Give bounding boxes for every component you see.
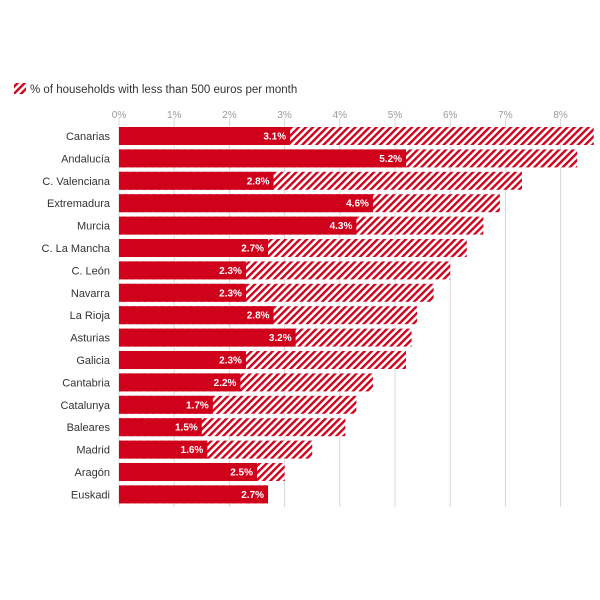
- x-tick-label: 2%: [222, 110, 237, 121]
- bar-solid: [119, 463, 257, 481]
- value-labels: 3.1% 5.2% 2.8% 4.6% 4.3% 2.7% 2.3% 2.3% 2.8% 3.2%…: [175, 132, 402, 501]
- value-label: 3.1%: [263, 132, 286, 143]
- x-tick-label: 1%: [167, 110, 182, 121]
- bar-solid: [119, 194, 373, 213]
- x-tick-label: 4%: [333, 110, 348, 121]
- bar-solid: [119, 485, 269, 504]
- legend-swatch-hatched: [14, 83, 26, 94]
- bar-solid: [119, 373, 241, 392]
- x-tick-label: 7%: [498, 110, 513, 121]
- value-label: 1.6%: [181, 445, 204, 456]
- bar-solid: [119, 239, 269, 257]
- value-label: 2.8%: [247, 311, 270, 322]
- value-label: 3.2%: [269, 333, 292, 344]
- x-tick-label: 8%: [553, 110, 568, 121]
- x-tick-label: 5%: [388, 110, 403, 121]
- bar-solid: [119, 127, 291, 145]
- x-tick-label: 3%: [277, 110, 292, 121]
- category-label: Aragón: [75, 467, 110, 479]
- bar-solid: [119, 149, 407, 168]
- value-label: 2.5%: [230, 468, 253, 479]
- category-label: La Rioja: [70, 310, 111, 322]
- bar-solid: [119, 171, 274, 190]
- category-label: Extremadura: [47, 198, 111, 210]
- category-label: Madrid: [76, 445, 110, 457]
- legend-label: % of households with less than 500 euros…: [30, 84, 297, 96]
- bar-solid: [119, 216, 357, 235]
- bar-solid: [119, 261, 246, 280]
- x-tick-label: 0%: [112, 110, 127, 121]
- category-label: C. León: [71, 265, 110, 277]
- category-label: Cantabria: [62, 377, 111, 389]
- category-label: Catalunya: [60, 400, 110, 412]
- value-label: 2.7%: [241, 490, 264, 501]
- bar-solid: [119, 418, 202, 437]
- category-label: Andalucía: [61, 153, 111, 165]
- value-label: 2.3%: [219, 356, 242, 367]
- value-label: 2.7%: [241, 244, 264, 255]
- category-label: Asturias: [70, 333, 110, 345]
- x-tick-label: 6%: [443, 110, 458, 121]
- value-label: 2.2%: [214, 378, 237, 389]
- category-label: C. Valenciana: [42, 176, 111, 188]
- bar-solid: [119, 440, 208, 459]
- category-label: Galicia: [76, 355, 111, 367]
- value-label: 4.6%: [346, 199, 369, 210]
- legend: % of households with less than 500 euros…: [14, 83, 297, 96]
- category-label: Canarias: [66, 131, 111, 143]
- value-label: 5.2%: [379, 154, 402, 165]
- category-label: Baleares: [67, 422, 111, 434]
- category-label: Euskadi: [71, 489, 110, 501]
- bars: [119, 127, 594, 504]
- bar-solid: [119, 306, 274, 325]
- value-label: 2.8%: [247, 176, 270, 187]
- category-labels: Canarias Andalucía C. Valenciana Extremadur…: [42, 131, 111, 501]
- bar-solid: [119, 395, 213, 414]
- bar-solid: [119, 351, 246, 369]
- value-label: 2.3%: [219, 266, 242, 277]
- category-label: Murcia: [77, 221, 111, 233]
- x-axis-ticks: 0% 1% 2% 3% 4% 5% 6% 7% 8%: [112, 110, 568, 121]
- category-label: C. La Mancha: [42, 243, 111, 255]
- value-label: 4.3%: [330, 221, 353, 232]
- category-label: Navarra: [71, 288, 111, 300]
- value-label: 1.5%: [175, 423, 198, 434]
- bar-solid: [119, 328, 296, 347]
- value-label: 2.3%: [219, 288, 242, 299]
- value-label: 1.7%: [186, 400, 209, 411]
- bar-solid: [119, 283, 246, 302]
